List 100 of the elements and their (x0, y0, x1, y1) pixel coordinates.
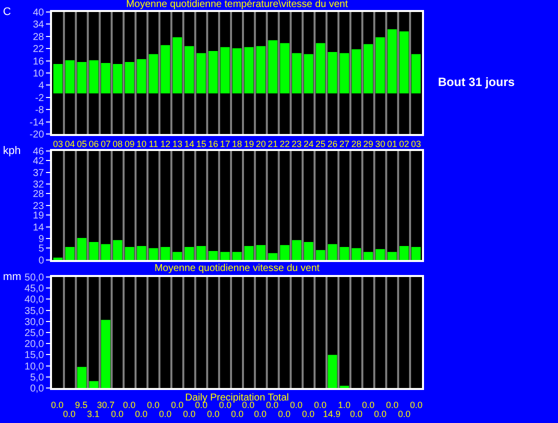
y-tick-label: -20 (30, 130, 44, 140)
y-tick-label: 40,0 (24, 294, 44, 306)
data-label: 0.0 (290, 400, 303, 410)
data-label: 0.0 (302, 409, 315, 419)
bar (220, 47, 230, 94)
y-tick-label: 25,0 (24, 328, 44, 339)
bar (77, 62, 86, 94)
y-tick-label: 34 (32, 20, 44, 31)
data-label: 0.0 (123, 400, 136, 410)
bar (304, 54, 314, 94)
y-tick-label: 37 (32, 168, 44, 179)
text: Moyenne quotidienne vitesse du vent (154, 263, 320, 274)
data-label: 0.0 (254, 409, 267, 419)
x-tick-label: 03 (52, 138, 63, 149)
bar (196, 53, 206, 94)
bar (77, 366, 86, 388)
data-label: 0.0 (362, 400, 375, 410)
bar (172, 37, 182, 94)
bar (136, 246, 146, 260)
bar (328, 354, 338, 388)
bar (328, 52, 338, 94)
x-tick-label: 22 (280, 138, 290, 149)
x-tick-label: 21 (268, 138, 278, 149)
x-tick-label: 28 (351, 138, 362, 149)
data-label: 0.0 (314, 400, 327, 410)
y-tick-label: 0 (38, 256, 44, 266)
x-tick-label: 17 (220, 138, 230, 149)
x-tick-label: 26 (327, 138, 338, 149)
data-label: 0.0 (410, 400, 423, 410)
data-label: 0.0 (111, 409, 124, 419)
x-tick-label: 12 (160, 138, 170, 149)
bar (160, 45, 170, 94)
bar (411, 54, 421, 94)
bar (316, 250, 326, 260)
x-tick-label: 04 (64, 138, 75, 149)
data-label: 0.0 (195, 400, 208, 410)
bar (256, 46, 266, 94)
data-label: 0.0 (350, 409, 363, 419)
bar (220, 252, 230, 260)
bar (256, 245, 266, 260)
bar (172, 252, 182, 260)
y-axis-title: kph (3, 145, 21, 157)
data-label: 0.0 (183, 409, 196, 419)
data-label: 0.0 (398, 409, 411, 419)
bar (136, 59, 146, 94)
y-tick-label: 5 (38, 244, 44, 255)
bar (328, 244, 338, 260)
y-tick-label: 10 (32, 68, 44, 80)
y-tick-label: 35,0 (24, 306, 44, 317)
y-tick-label: 4 (38, 80, 44, 92)
y-tick-label: -8 (35, 105, 44, 116)
bar (65, 246, 75, 260)
data-label: 0.0 (159, 409, 172, 419)
bar (112, 240, 122, 260)
data-label: 0.0 (171, 400, 184, 410)
bar (160, 246, 170, 260)
y-tick-label: -2 (35, 92, 44, 104)
x-tick-label: 01 (387, 138, 398, 149)
data-label: 0.0 (386, 400, 399, 410)
text: Bout 31 jours (438, 75, 515, 89)
bar (352, 248, 362, 260)
bar (89, 60, 98, 94)
x-tick-label: 24 (304, 138, 314, 149)
x-tick-label: 13 (172, 138, 182, 149)
y-tick-label: 30,0 (24, 316, 44, 328)
y-axis-title: C (3, 6, 11, 18)
bar (268, 40, 278, 94)
y-tick-label: 20,0 (24, 339, 44, 350)
bar (89, 381, 98, 388)
y-tick-label: 23 (32, 201, 44, 212)
bar (280, 245, 290, 260)
bar (340, 246, 350, 260)
y-tick-label: 32 (32, 180, 44, 191)
x-tick-label: 15 (196, 138, 206, 149)
data-label: 30.7 (97, 400, 115, 410)
bar (112, 64, 122, 94)
y-tick-label: 19 (32, 210, 44, 222)
x-tick-label: 20 (256, 138, 266, 149)
bar (101, 63, 110, 94)
y-tick-label: 42 (32, 156, 44, 167)
x-tick-label: 06 (88, 138, 99, 149)
bar (316, 43, 326, 94)
bar (364, 252, 373, 260)
data-label: 0.0 (231, 409, 244, 419)
bar (208, 51, 218, 94)
data-label: 14.9 (323, 409, 341, 419)
bar (148, 248, 158, 260)
x-tick-label: 18 (232, 138, 242, 149)
x-tick-label: 14 (184, 138, 194, 149)
bar (388, 29, 397, 94)
data-label: 0.0 (147, 400, 160, 410)
y-tick-label: 28 (32, 189, 44, 200)
bar (208, 251, 218, 260)
bar (53, 64, 63, 94)
data-label: 0.0 (266, 400, 279, 410)
x-tick-label: 30 (375, 138, 386, 149)
y-tick-label: 9 (38, 234, 44, 246)
data-label: 0.0 (219, 400, 232, 410)
x-tick-label: 09 (124, 138, 135, 149)
chart-title: Moyenne quotidienne température\vitesse du vent (126, 0, 348, 10)
